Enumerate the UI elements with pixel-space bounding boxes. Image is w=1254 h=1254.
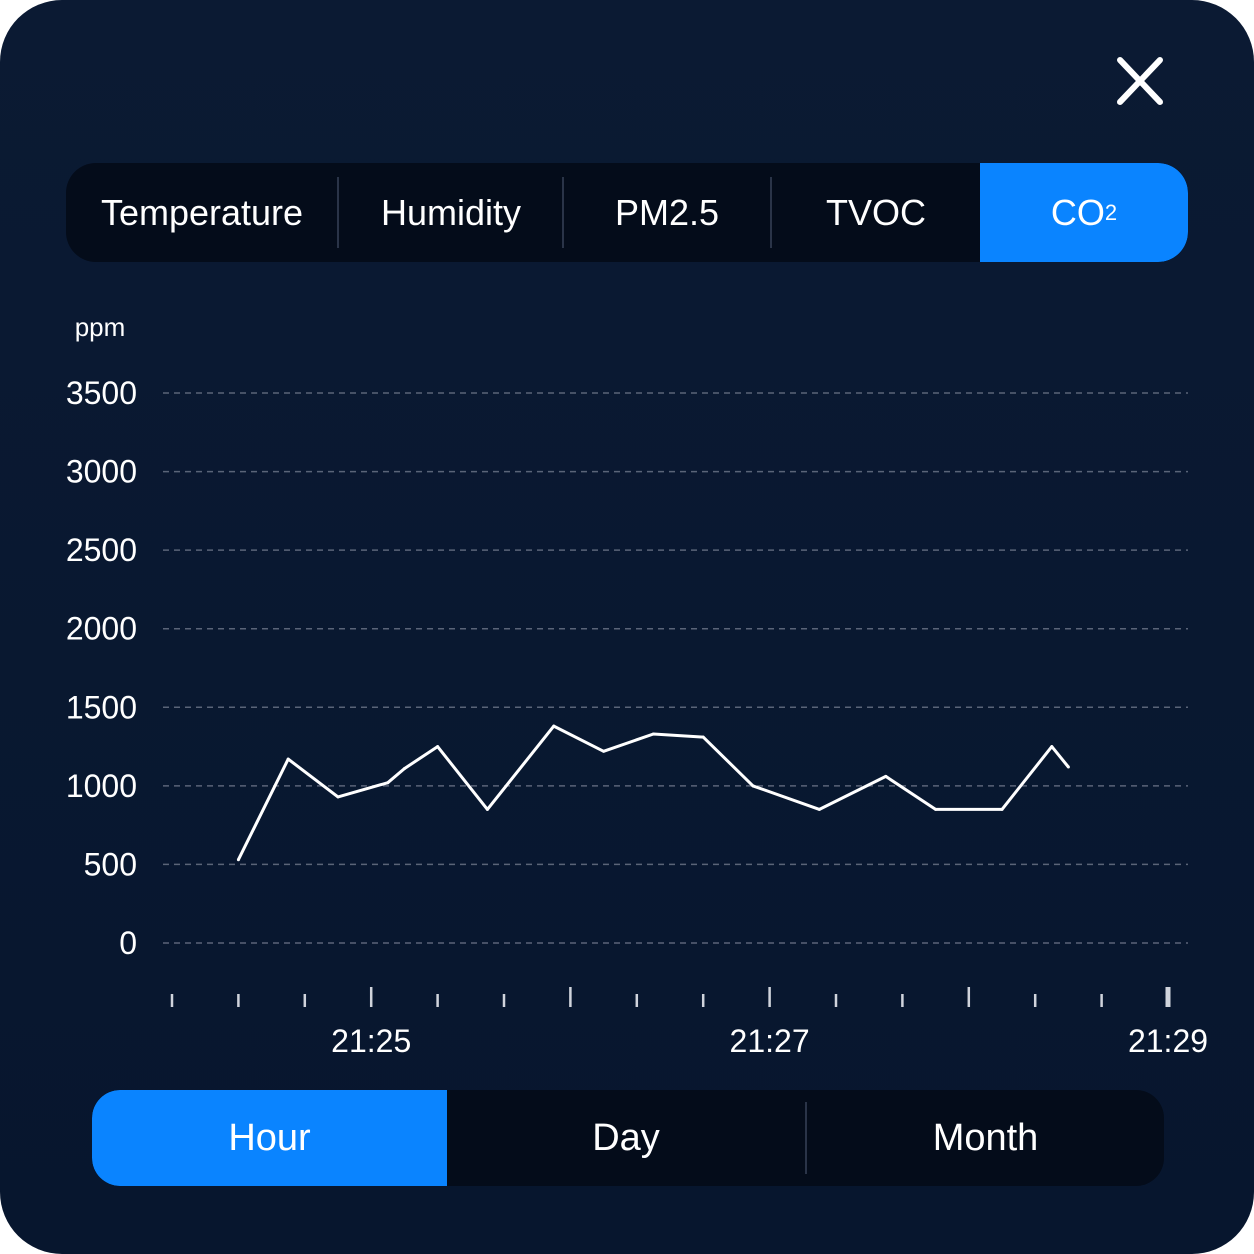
data-point (701, 735, 705, 739)
y-tick-label: 1000 (66, 768, 137, 804)
data-point (286, 757, 290, 761)
data-point (236, 858, 240, 862)
tab-tvoc[interactable]: TVOC (825, 191, 926, 233)
data-point (552, 724, 556, 728)
data-point (485, 807, 489, 811)
data-point (1050, 745, 1054, 749)
data-point (1000, 807, 1004, 811)
range-month-button[interactable]: Month (932, 1116, 1039, 1159)
close-icon (1117, 57, 1163, 105)
tab-pm25[interactable]: PM2.5 (614, 191, 720, 233)
data-point (751, 784, 755, 788)
y-tick-label: 500 (84, 846, 137, 882)
data-point (1066, 765, 1070, 769)
y-tick-label: 3500 (66, 375, 137, 411)
data-point (602, 749, 606, 753)
data-point (884, 774, 888, 778)
co2-line-chart: ppm 3500 3000 2500 2000 1500 1000 500 0 21:25 21… (66, 312, 1208, 1059)
x-tick-label: 21:29 (1128, 1023, 1208, 1059)
range-hour-button[interactable]: Hour (92, 1090, 447, 1186)
tab-divider (770, 177, 772, 248)
metric-tabs: Temperature Humidity PM2.5 TVOC CO 2 (66, 163, 1188, 262)
y-tick-label: 0 (119, 925, 137, 961)
data-point (817, 807, 821, 811)
y-tick-label: 2000 (66, 611, 137, 647)
tab-divider (562, 177, 564, 248)
tab-co2[interactable]: CO 2 (980, 163, 1188, 262)
data-point (386, 781, 390, 785)
range-day-button[interactable]: Day (592, 1116, 660, 1159)
tab-divider (337, 177, 339, 248)
y-tick-label: 3000 (66, 454, 137, 490)
data-point (934, 807, 938, 811)
data-point (651, 732, 655, 736)
data-point (336, 795, 340, 799)
range-divider (805, 1102, 807, 1174)
tab-humidity[interactable]: Humidity (380, 191, 522, 233)
data-point (402, 767, 406, 771)
tab-temperature[interactable]: Temperature (100, 191, 304, 233)
x-tick-label: 21:25 (331, 1023, 411, 1059)
y-tick-label: 2500 (66, 532, 137, 568)
y-axis-unit-label: ppm (75, 312, 126, 342)
close-button[interactable] (1108, 50, 1172, 114)
time-range-selector: Hour Day Month (92, 1090, 1164, 1186)
data-point (436, 745, 440, 749)
x-tick-label: 21:27 (730, 1023, 810, 1059)
co2-series-line (237, 724, 1070, 861)
y-tick-label: 1500 (66, 689, 137, 725)
